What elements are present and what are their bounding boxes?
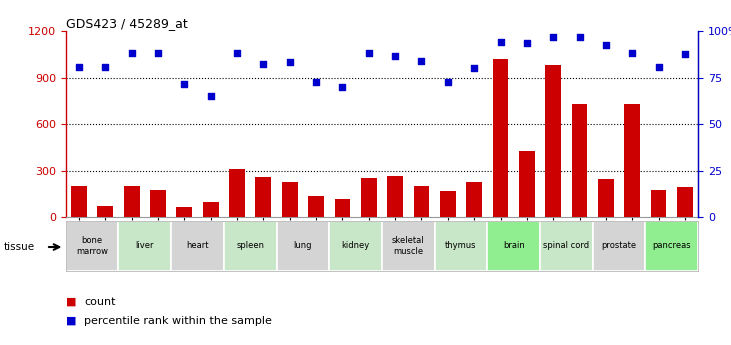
Point xyxy=(231,50,243,56)
Bar xyxy=(466,181,482,217)
Bar xyxy=(677,187,693,217)
Bar xyxy=(118,221,171,271)
Text: heart: heart xyxy=(186,241,209,250)
Text: spleen: spleen xyxy=(236,241,264,250)
Point xyxy=(548,34,559,40)
Text: GDS423 / 45289_at: GDS423 / 45289_at xyxy=(66,17,188,30)
Point xyxy=(469,66,480,71)
Bar xyxy=(440,191,455,217)
Bar xyxy=(519,150,535,217)
Point xyxy=(574,34,586,40)
Bar xyxy=(66,221,118,271)
Text: tissue: tissue xyxy=(4,242,35,252)
Bar xyxy=(545,65,561,217)
Text: spinal cord: spinal cord xyxy=(543,241,589,250)
Text: bone
marrow: bone marrow xyxy=(76,236,108,256)
Bar xyxy=(124,186,140,217)
Bar xyxy=(276,221,329,271)
Bar xyxy=(493,59,509,217)
Bar xyxy=(224,221,276,271)
Text: brain: brain xyxy=(503,241,525,250)
Text: skeletal
muscle: skeletal muscle xyxy=(392,236,425,256)
Bar xyxy=(150,190,166,217)
Bar xyxy=(598,179,614,217)
Bar xyxy=(382,221,435,271)
Bar xyxy=(335,199,350,217)
Bar xyxy=(593,221,645,271)
Bar xyxy=(97,206,113,217)
Text: percentile rank within the sample: percentile rank within the sample xyxy=(84,316,272,326)
Point xyxy=(152,50,164,56)
Point xyxy=(99,64,111,70)
Bar xyxy=(624,104,640,217)
Text: kidney: kidney xyxy=(341,241,370,250)
Bar xyxy=(540,221,593,271)
Bar xyxy=(361,178,376,217)
Point xyxy=(73,64,85,70)
Point xyxy=(363,50,374,56)
Point xyxy=(416,58,428,63)
Text: ■: ■ xyxy=(66,316,76,326)
Bar xyxy=(435,221,488,271)
Point xyxy=(495,39,507,45)
Point xyxy=(284,59,295,65)
Point xyxy=(679,51,691,57)
Text: prostate: prostate xyxy=(602,241,637,250)
Bar xyxy=(645,221,698,271)
Text: pancreas: pancreas xyxy=(653,241,691,250)
Point xyxy=(653,64,664,70)
Bar xyxy=(256,177,271,217)
Bar xyxy=(229,169,245,217)
Point xyxy=(626,50,638,56)
Bar xyxy=(651,190,667,217)
Point xyxy=(390,53,401,59)
Bar xyxy=(387,176,403,217)
Point xyxy=(336,84,348,90)
Point xyxy=(257,61,269,66)
Bar xyxy=(202,202,219,217)
Bar xyxy=(171,221,224,271)
Point xyxy=(178,81,190,87)
Bar xyxy=(308,196,324,217)
Bar xyxy=(176,207,192,217)
Bar xyxy=(572,104,588,217)
Text: lung: lung xyxy=(294,241,312,250)
Bar xyxy=(488,221,540,271)
Point xyxy=(126,50,137,56)
Text: ■: ■ xyxy=(66,297,76,307)
Bar xyxy=(282,181,298,217)
Bar xyxy=(414,186,429,217)
Point xyxy=(442,79,454,85)
Text: liver: liver xyxy=(135,241,154,250)
Point xyxy=(205,93,216,99)
Point xyxy=(521,41,533,46)
Point xyxy=(310,79,322,85)
Point xyxy=(600,42,612,48)
Bar xyxy=(71,186,87,217)
Text: count: count xyxy=(84,297,115,307)
Bar xyxy=(329,221,382,271)
Text: thymus: thymus xyxy=(445,241,477,250)
